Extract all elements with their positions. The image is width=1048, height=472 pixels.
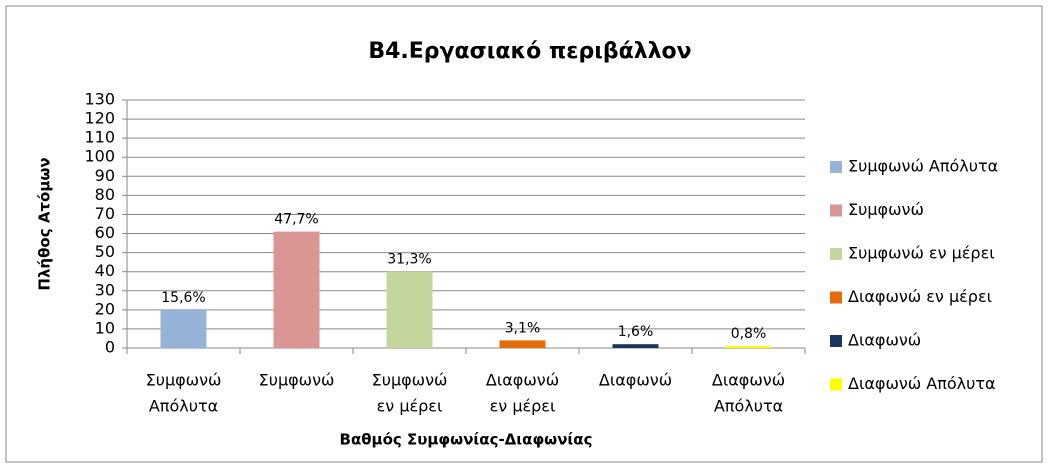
legend-label: Συμφωνώ Απόλυτα <box>848 157 998 176</box>
bar <box>612 344 659 348</box>
legend-label: Συμφωνώ <box>848 200 924 219</box>
legend-swatch <box>830 161 842 173</box>
y-tick-label: 90 <box>95 166 115 185</box>
legend-swatch <box>830 378 842 391</box>
x-tick-label: Απόλυτα <box>714 397 783 416</box>
y-tick-label: 100 <box>84 147 115 166</box>
chart-title: B4.Εργασιακό περιβάλλον <box>368 39 691 64</box>
bar <box>273 231 320 348</box>
y-tick-label: 10 <box>95 318 115 337</box>
x-tick-label: Συμφωνώ <box>372 371 448 390</box>
y-tick-label: 30 <box>95 280 115 299</box>
x-axis-title: Βαθμός Συμφωνίας-Διαφωνίας <box>340 431 593 449</box>
y-axis-title: Πλήθος Ατόμων <box>36 157 54 290</box>
y-tick-label: 50 <box>95 242 115 261</box>
y-tick-label: 130 <box>84 90 115 109</box>
x-tick-label: Συμφωνώ <box>146 371 222 390</box>
x-tick-label: Διαφωνώ <box>486 371 559 390</box>
y-tick-label: 110 <box>84 128 115 147</box>
x-tick-label: Διαφωνώ <box>712 371 785 390</box>
bar <box>725 346 772 348</box>
legend-swatch <box>830 204 842 217</box>
legend-swatch <box>830 335 842 347</box>
legend-swatch <box>830 291 842 304</box>
y-tick-label: 20 <box>95 299 115 318</box>
legend-swatch <box>830 248 842 260</box>
y-tick-label: 0 <box>105 338 115 357</box>
y-tick-label: 40 <box>95 261 115 280</box>
data-label: 31,3% <box>387 252 431 268</box>
legend-label: Διαφωνώ Απόλυτα <box>848 374 996 393</box>
data-label: 47,7% <box>274 212 318 228</box>
x-tick-label: Απόλυτα <box>149 397 218 416</box>
bar <box>386 271 433 348</box>
legend-label: Διαφωνώ εν μέρει <box>848 287 992 306</box>
data-label: 0,8% <box>731 326 767 342</box>
x-tick-label: Συμφωνώ <box>259 371 335 390</box>
data-label: 15,6% <box>161 290 205 306</box>
y-tick-label: 120 <box>84 109 115 128</box>
legend-label: Συμφωνώ εν μέρει <box>848 244 995 263</box>
y-tick-label: 80 <box>95 185 115 204</box>
data-label: 3,1% <box>505 320 541 336</box>
x-tick-label: εν μέρει <box>490 397 556 416</box>
x-tick-label: Διαφωνώ <box>599 371 672 390</box>
bar <box>160 309 207 348</box>
legend-label: Διαφωνώ <box>848 331 921 350</box>
x-tick-label: εν μέρει <box>377 397 443 416</box>
y-tick-label: 70 <box>95 204 115 223</box>
data-label: 1,6% <box>618 324 654 340</box>
y-tick-label: 60 <box>95 223 115 242</box>
bar <box>499 340 546 348</box>
